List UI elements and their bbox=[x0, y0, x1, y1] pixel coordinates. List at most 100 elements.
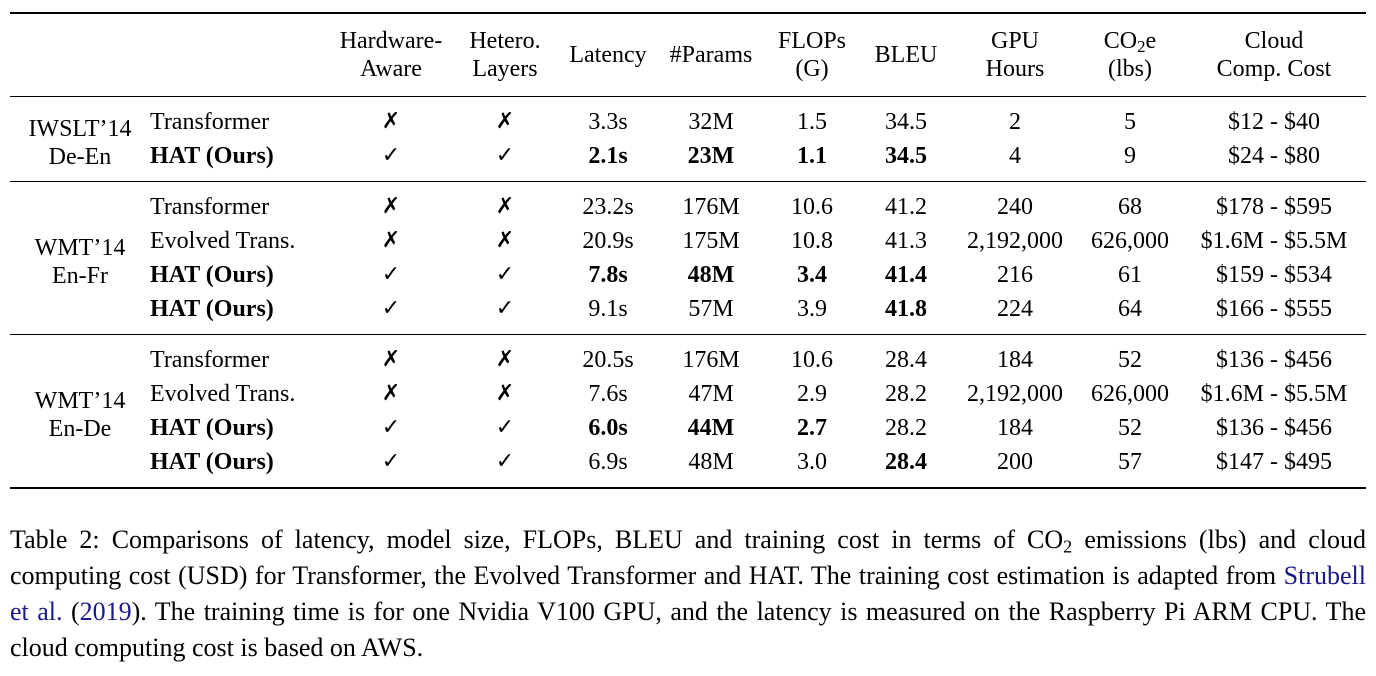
cloud-cost-cell: $159 - $534 bbox=[1216, 262, 1332, 288]
dataset-cell: WMT’14 En-Fr bbox=[34, 235, 126, 289]
hetero-layers-cell: ✓ bbox=[495, 415, 515, 440]
cloud-cost-cell: $136 - $456 bbox=[1216, 347, 1332, 373]
latency-cell: 23.2s bbox=[582, 194, 634, 220]
params-cell: 47M bbox=[688, 381, 734, 407]
flops-cell: 10.6 bbox=[791, 194, 833, 220]
header-hetero-layers: Hetero. Layers bbox=[469, 28, 541, 82]
bleu-cell: 41.8 bbox=[885, 296, 927, 322]
model-cell: HAT (Ours) bbox=[150, 415, 274, 441]
model-cell: Transformer bbox=[150, 347, 270, 373]
latency-cell: 20.9s bbox=[582, 228, 634, 254]
latency-cell: 6.9s bbox=[588, 449, 628, 475]
latency-cell: 3.3s bbox=[588, 109, 628, 135]
bleu-cell: 34.5 bbox=[885, 143, 927, 169]
hetero-layers-cell: ✓ bbox=[495, 262, 515, 287]
gpu-hours-cell: 224 bbox=[997, 296, 1033, 322]
co2-cell: 61 bbox=[1118, 262, 1142, 288]
flops-cell: 3.4 bbox=[797, 262, 827, 288]
header-gpu-hours: GPU Hours bbox=[985, 28, 1045, 82]
model-cell: Transformer bbox=[150, 194, 270, 220]
model-cell: Transformer bbox=[150, 109, 270, 135]
table-row: WMT’14 En-Fr Transformer ✗ ✗ 23.2s 176M 10.6 41.… bbox=[10, 181, 1366, 289]
hetero-layers-cell: ✗ bbox=[495, 109, 515, 134]
hetero-layers-cell: ✗ bbox=[495, 194, 515, 219]
flops-cell: 1.5 bbox=[797, 109, 827, 135]
params-cell: 48M bbox=[687, 262, 735, 288]
table-body: IWSLT’14 De-En Transformer ✗ ✗ 3.3s 32M 1.5 34.5… bbox=[10, 96, 1366, 488]
bleu-cell: 28.2 bbox=[885, 415, 927, 441]
flops-cell: 3.9 bbox=[797, 296, 827, 322]
flops-cell: 1.1 bbox=[797, 143, 827, 169]
latency-cell: 7.6s bbox=[588, 381, 628, 407]
hardware-aware-cell: ✗ bbox=[381, 109, 401, 134]
gpu-hours-cell: 2,192,000 bbox=[967, 228, 1063, 254]
params-cell: 176M bbox=[682, 347, 740, 373]
hetero-layers-cell: ✓ bbox=[495, 449, 515, 474]
gpu-hours-cell: 184 bbox=[997, 415, 1033, 441]
header-co2e: CO2e (lbs) bbox=[1103, 28, 1157, 82]
hetero-layers-cell: ✗ bbox=[495, 347, 515, 372]
cloud-cost-cell: $178 - $595 bbox=[1216, 194, 1332, 220]
results-table-container: Hardware- Aware Hetero. Layers Latency #Pa… bbox=[10, 12, 1366, 489]
model-cell: HAT (Ours) bbox=[150, 296, 274, 322]
table-caption: Table 2: Comparisons of latency, model s… bbox=[10, 525, 1366, 662]
latency-cell: 20.5s bbox=[582, 347, 634, 373]
flops-cell: 2.9 bbox=[797, 381, 827, 407]
bleu-cell: 41.2 bbox=[885, 194, 927, 220]
header-hardware-aware: Hardware- Aware bbox=[339, 28, 443, 82]
cloud-cost-cell: $1.6M - $5.5M bbox=[1200, 381, 1348, 407]
params-cell: 44M bbox=[687, 415, 735, 441]
cloud-cost-cell: $24 - $80 bbox=[1228, 143, 1320, 169]
params-cell: 176M bbox=[682, 194, 740, 220]
citation-link[interactable]: Strubell et al. bbox=[10, 561, 1366, 626]
table-row: Evolved Trans. ✗ ✗ 7.6s 47M 2.9 28.2 2,192,000 6… bbox=[10, 377, 1366, 411]
dataset-cell: WMT’14 En-De bbox=[34, 388, 126, 442]
header-params: #Params bbox=[669, 42, 753, 68]
header-bleu: BLEU bbox=[874, 42, 938, 68]
flops-cell: 2.7 bbox=[797, 415, 827, 441]
model-cell: HAT (Ours) bbox=[150, 143, 274, 169]
model-cell: HAT (Ours) bbox=[150, 449, 274, 475]
table-row: IWSLT’14 De-En Transformer ✗ ✗ 3.3s 32M 1.5 34.5… bbox=[10, 96, 1366, 170]
params-cell: 48M bbox=[688, 449, 734, 475]
model-cell: Evolved Trans. bbox=[150, 381, 296, 407]
cloud-cost-cell: $12 - $40 bbox=[1228, 109, 1320, 135]
citation-year-link[interactable]: 2019 bbox=[79, 597, 132, 626]
hardware-aware-cell: ✓ bbox=[381, 262, 401, 287]
co2-cell: 52 bbox=[1118, 415, 1142, 441]
model-cell: HAT (Ours) bbox=[150, 262, 274, 288]
hetero-layers-cell: ✗ bbox=[495, 381, 515, 406]
latency-cell: 7.8s bbox=[588, 262, 628, 288]
co2-cell: 5 bbox=[1124, 109, 1136, 135]
co2-cell: 64 bbox=[1118, 296, 1142, 322]
hardware-aware-cell: ✓ bbox=[381, 449, 401, 474]
params-cell: 23M bbox=[687, 143, 735, 169]
latency-cell: 2.1s bbox=[588, 143, 628, 169]
co2-cell: 626,000 bbox=[1091, 381, 1169, 407]
hardware-aware-cell: ✗ bbox=[381, 228, 401, 253]
flops-cell: 3.0 bbox=[797, 449, 827, 475]
model-cell: Evolved Trans. bbox=[150, 228, 296, 254]
latency-cell: 9.1s bbox=[588, 296, 628, 322]
bleu-cell: 41.3 bbox=[885, 228, 927, 254]
co2-cell: 68 bbox=[1118, 194, 1142, 220]
co2-cell: 52 bbox=[1118, 347, 1142, 373]
gpu-hours-cell: 200 bbox=[997, 449, 1033, 475]
hardware-aware-cell: ✓ bbox=[381, 415, 401, 440]
table-row: Evolved Trans. ✗ ✗ 20.9s 175M 10.8 41.3 2,192,0… bbox=[10, 224, 1366, 258]
table-row: HAT (Ours) ✓ ✓ 9.1s 57M 3.9 41.8 224 64 $166 - $5… bbox=[10, 292, 1366, 335]
cloud-cost-cell: $1.6M - $5.5M bbox=[1200, 228, 1348, 254]
hetero-layers-cell: ✓ bbox=[495, 143, 515, 168]
co2-cell: 9 bbox=[1124, 143, 1136, 169]
flops-cell: 10.6 bbox=[791, 347, 833, 373]
bleu-cell: 41.4 bbox=[885, 262, 927, 288]
header-row: Hardware- Aware Hetero. Layers Latency #Pa… bbox=[10, 13, 1366, 97]
flops-cell: 10.8 bbox=[791, 228, 833, 254]
hardware-aware-cell: ✓ bbox=[381, 296, 401, 321]
latency-cell: 6.0s bbox=[588, 415, 628, 441]
params-cell: 32M bbox=[688, 109, 734, 135]
results-table: Hardware- Aware Hetero. Layers Latency #Pa… bbox=[10, 12, 1366, 489]
header-dataset bbox=[10, 13, 150, 97]
hardware-aware-cell: ✗ bbox=[381, 347, 401, 372]
cloud-cost-cell: $147 - $495 bbox=[1216, 449, 1332, 475]
